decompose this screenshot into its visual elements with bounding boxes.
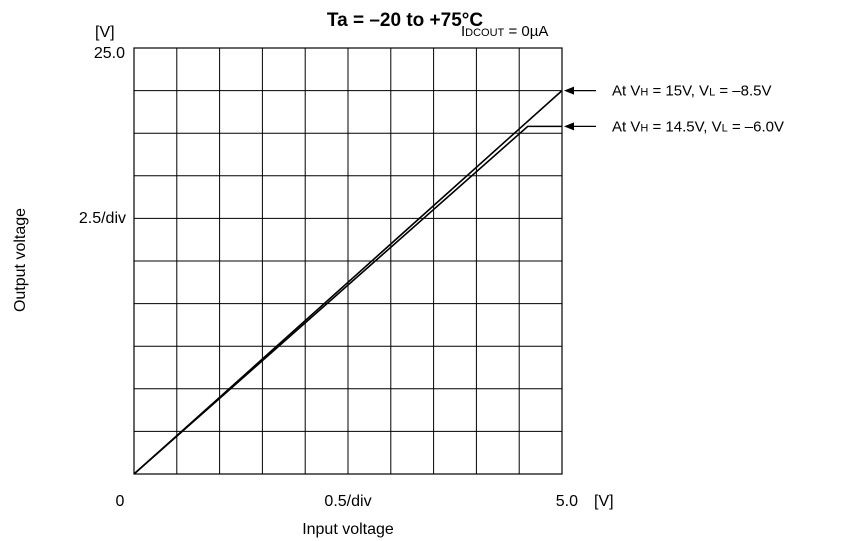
x-tick-min: 0 (116, 493, 125, 510)
series-line (133, 125, 562, 475)
chart-title: Ta = –20 to +75°C (327, 10, 483, 31)
x-axis-label: Input voltage (302, 521, 394, 538)
annotations-group: At VH = 15V, VL = –8.5V At VH = 14.5V, VL… (564, 83, 784, 135)
x-unit-label: [V] (594, 493, 614, 510)
plot-frame-group (133, 47, 563, 475)
y-tick-mid: 2.5/div (79, 210, 126, 227)
y-tick-max: 25.0 (94, 45, 125, 62)
condition-label: IDCOUT = 0µA (461, 23, 548, 40)
x-tick-mid: 0.5/div (324, 493, 371, 510)
y-axis-label: Output voltage (12, 208, 29, 312)
grid (134, 48, 562, 474)
annotation-label: At VH = 15V, VL = –8.5V (612, 83, 771, 100)
plot-frame (133, 47, 563, 475)
annotation-label: At VH = 14.5V, VL = –6.0V (612, 118, 784, 135)
series-group (133, 90, 563, 475)
annotation-arrowhead (564, 86, 574, 95)
annotation-arrowhead (564, 122, 574, 131)
x-tick-max: 5.0 (556, 493, 578, 510)
y-unit-label: [V] (95, 24, 115, 41)
